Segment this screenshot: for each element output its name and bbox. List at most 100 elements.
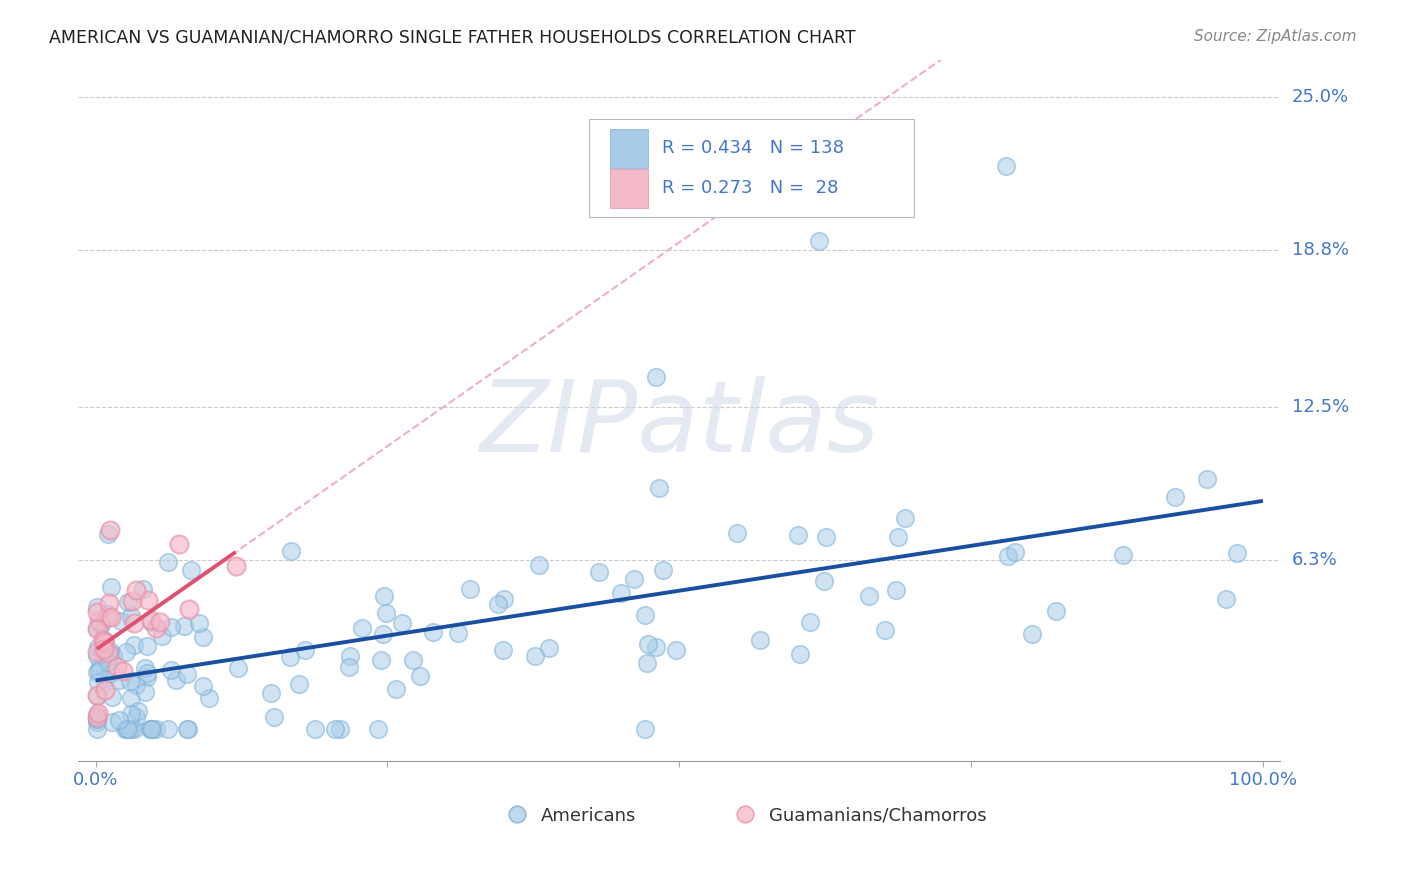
Point: [527, 558, 550, 572]
Point: [391, 616, 413, 631]
Point: [86, 648, 108, 663]
Point: [167, 536, 190, 550]
Point: [86, 709, 108, 723]
Text: R = 0.273   N =  28: R = 0.273 N = 28: [662, 179, 839, 197]
Point: [122, 616, 145, 631]
Point: [97, 526, 120, 541]
Point: [422, 625, 444, 640]
Point: [537, 640, 560, 655]
Point: [110, 614, 132, 628]
Point: [89, 617, 111, 632]
Point: [90, 618, 112, 632]
Point: [799, 615, 821, 629]
Point: [488, 597, 510, 611]
Point: [367, 722, 389, 736]
Point: [815, 530, 838, 544]
Point: [160, 664, 183, 678]
Text: 12.5%: 12.5%: [1292, 398, 1348, 416]
Point: [135, 670, 157, 684]
Point: [93, 683, 115, 698]
Point: [1215, 592, 1237, 607]
Point: [997, 549, 1019, 564]
Point: [100, 610, 122, 624]
Point: [623, 573, 645, 587]
Point: [886, 583, 908, 598]
Point: [409, 669, 432, 683]
Text: R = 0.434   N = 138: R = 0.434 N = 138: [662, 139, 845, 157]
Point: [637, 637, 659, 651]
Point: [352, 621, 374, 635]
Point: [339, 649, 361, 664]
Point: [160, 619, 183, 633]
Point: [492, 643, 515, 657]
Point: [98, 524, 121, 538]
Point: [89, 615, 111, 629]
Point: [384, 682, 406, 697]
Point: [634, 722, 657, 736]
Point: [447, 625, 470, 640]
Point: [97, 646, 120, 660]
Point: [633, 608, 655, 623]
Point: [86, 605, 108, 619]
Text: AMERICAN VS GUAMANIAN/CHAMORRO SINGLE FATHER HOUSEHOLDS CORRELATION CHART: AMERICAN VS GUAMANIAN/CHAMORRO SINGLE FA…: [49, 29, 856, 46]
Point: [139, 722, 162, 736]
Point: [176, 722, 198, 736]
Point: [86, 722, 108, 736]
Point: [179, 601, 201, 615]
FancyBboxPatch shape: [589, 120, 914, 218]
Point: [636, 656, 658, 670]
Point: [122, 722, 145, 736]
Point: [89, 659, 111, 673]
Point: [86, 708, 108, 723]
Point: [374, 606, 396, 620]
Point: [124, 710, 146, 724]
Point: [87, 706, 110, 720]
Point: [165, 673, 187, 687]
Point: [105, 660, 128, 674]
Point: [101, 690, 124, 705]
Point: [94, 672, 117, 686]
Point: [90, 645, 112, 659]
Point: [193, 679, 215, 693]
Point: [86, 645, 108, 659]
Point: [115, 722, 138, 736]
Point: [337, 660, 360, 674]
Point: [134, 685, 156, 699]
Point: [145, 621, 167, 635]
Point: [173, 619, 195, 633]
Point: [1197, 472, 1219, 486]
Point: [103, 648, 125, 662]
Point: [894, 510, 917, 524]
FancyBboxPatch shape: [610, 169, 648, 208]
Point: [93, 642, 115, 657]
Point: [141, 722, 163, 736]
Point: [100, 580, 122, 594]
Point: [93, 634, 115, 648]
Point: [87, 675, 110, 690]
Point: [995, 159, 1018, 173]
Point: [125, 582, 148, 597]
Point: [136, 593, 159, 607]
Point: [145, 722, 167, 736]
Point: [787, 528, 810, 542]
Point: [97, 655, 120, 669]
Point: [588, 566, 610, 580]
Point: [139, 615, 162, 630]
Point: [149, 615, 172, 630]
Point: [176, 667, 198, 681]
Point: [138, 722, 160, 736]
Point: [280, 543, 302, 558]
Point: [304, 722, 326, 736]
Point: [114, 722, 136, 736]
Point: [87, 640, 110, 654]
Point: [97, 610, 120, 624]
Point: [94, 633, 117, 648]
Point: [789, 647, 811, 661]
Point: [86, 600, 108, 615]
Point: [86, 622, 108, 636]
Point: [1021, 626, 1043, 640]
Point: [329, 722, 352, 736]
Point: [97, 596, 120, 610]
Point: [1045, 604, 1067, 618]
Point: [652, 563, 675, 577]
